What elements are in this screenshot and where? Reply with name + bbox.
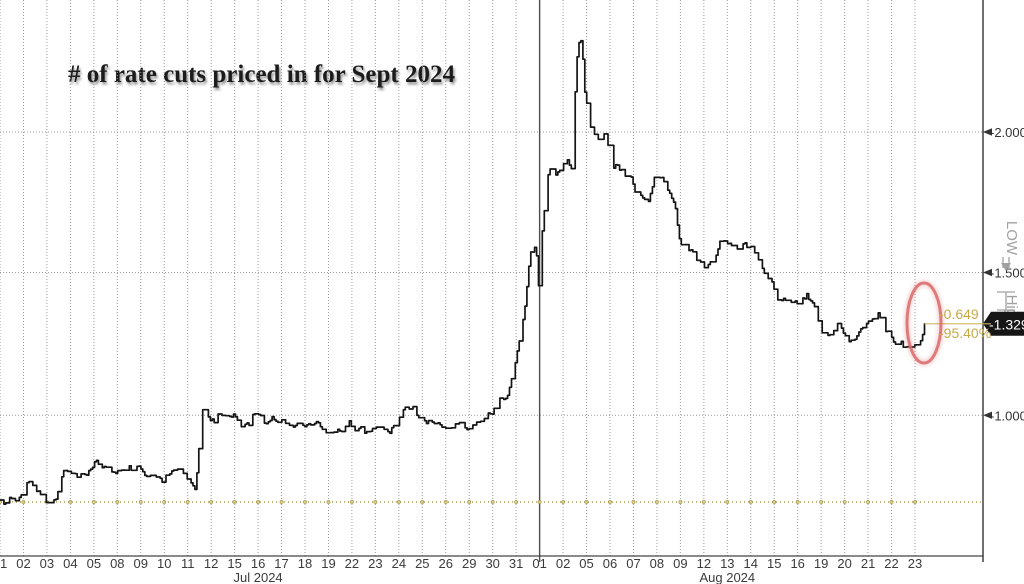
svg-text:11: 11 [181, 556, 195, 571]
svg-text:18: 18 [298, 556, 312, 571]
svg-text:-2.000: -2.000 [990, 125, 1024, 140]
svg-text:02: 02 [556, 556, 570, 571]
svg-text:22: 22 [884, 556, 898, 571]
svg-text:-1.000: -1.000 [990, 408, 1024, 423]
svg-text:04: 04 [63, 556, 77, 571]
svg-text:Aug 2024: Aug 2024 [699, 570, 755, 584]
svg-text:01: 01 [0, 556, 7, 571]
svg-text:03: 03 [40, 556, 54, 571]
svg-text:16: 16 [251, 556, 265, 571]
svg-text:26: 26 [439, 556, 453, 571]
svg-text:24: 24 [392, 556, 406, 571]
svg-text:LOW: LOW [1003, 221, 1020, 256]
svg-text:09: 09 [673, 556, 687, 571]
svg-text:05: 05 [87, 556, 101, 571]
svg-text:-95.40%: -95.40% [939, 325, 991, 341]
svg-text:21: 21 [861, 556, 875, 571]
svg-text:# of rate cuts priced in for S: # of rate cuts priced in for Sept 2024 [68, 61, 455, 88]
svg-text:09: 09 [134, 556, 148, 571]
svg-text:14: 14 [744, 556, 758, 571]
svg-text:10: 10 [157, 556, 171, 571]
svg-text:-0.649: -0.649 [939, 306, 979, 322]
svg-text:29: 29 [462, 556, 476, 571]
svg-text:08: 08 [650, 556, 664, 571]
svg-text:08: 08 [110, 556, 124, 571]
svg-text:Jul 2024: Jul 2024 [234, 570, 283, 584]
svg-text:-1.329: -1.329 [989, 316, 1024, 332]
svg-text:12: 12 [697, 556, 711, 571]
svg-text:23: 23 [368, 556, 382, 571]
svg-text:06: 06 [603, 556, 617, 571]
svg-text:15: 15 [767, 556, 781, 571]
svg-text:15: 15 [227, 556, 241, 571]
svg-text:16: 16 [790, 556, 804, 571]
svg-text:07: 07 [626, 556, 640, 571]
svg-text:31: 31 [509, 556, 523, 571]
svg-text:22: 22 [345, 556, 359, 571]
svg-text:02: 02 [16, 556, 30, 571]
svg-text:19: 19 [321, 556, 335, 571]
svg-text:01: 01 [532, 556, 546, 571]
svg-text:25: 25 [415, 556, 429, 571]
svg-text:19: 19 [814, 556, 828, 571]
svg-text:12: 12 [204, 556, 218, 571]
svg-text:30: 30 [485, 556, 499, 571]
svg-text:23: 23 [908, 556, 922, 571]
svg-text:13: 13 [720, 556, 734, 571]
svg-text:20: 20 [837, 556, 851, 571]
svg-text:05: 05 [579, 556, 593, 571]
svg-text:17: 17 [274, 556, 288, 571]
